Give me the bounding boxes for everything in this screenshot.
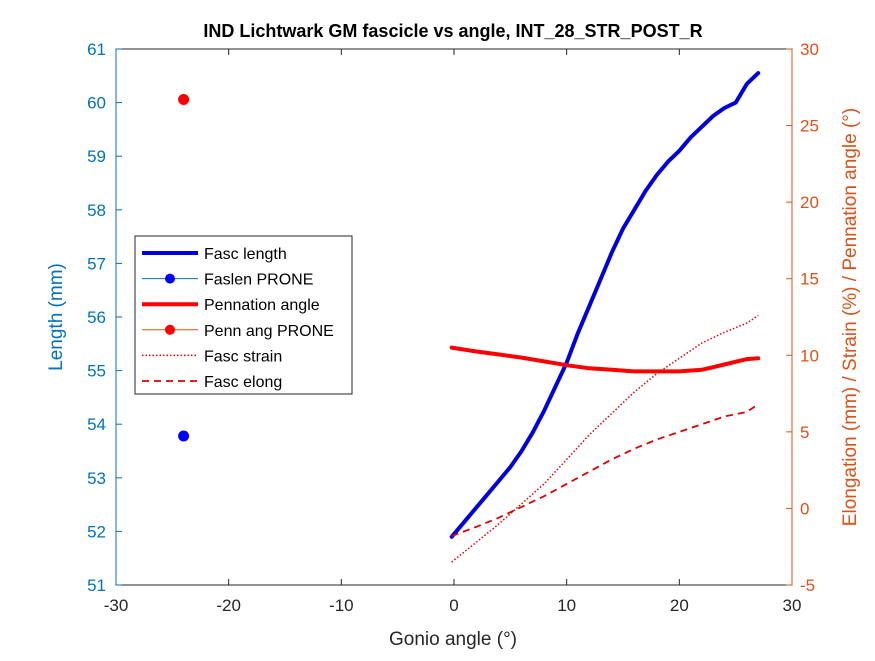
x-tick-label: -10 bbox=[329, 596, 354, 615]
faslen-prone-point bbox=[178, 430, 190, 442]
x-tick-label: -20 bbox=[216, 596, 241, 615]
right-y-tick-label: 5 bbox=[800, 423, 809, 442]
legend-label-faslen-prone: Faslen PRONE bbox=[204, 272, 313, 289]
legend-label-fasc-elong: Fasc elong bbox=[204, 374, 282, 391]
left-y-tick-label: 53 bbox=[87, 469, 106, 488]
legend-label-fasc-strain: Fasc strain bbox=[204, 348, 282, 365]
right-y-axis: -5 0 5 10 15 20 25 30 bbox=[786, 40, 819, 595]
legend-label-pennation-angle: Pennation angle bbox=[204, 297, 320, 314]
x-tick-label: 10 bbox=[557, 596, 576, 615]
legend-box bbox=[134, 235, 353, 395]
chart-title: IND Lichtwark GM fascicle vs angle, INT_… bbox=[203, 21, 702, 41]
left-y-tick-label: 51 bbox=[87, 576, 106, 595]
right-y-axis-label: Elongation (mm) / Strain (%) / Pennation… bbox=[840, 108, 861, 526]
right-y-tick-label: 15 bbox=[800, 270, 819, 289]
right-y-tick-label: 0 bbox=[800, 499, 809, 518]
left-y-tick-label: 60 bbox=[87, 94, 106, 113]
x-tick-label: 0 bbox=[449, 596, 458, 615]
legend: Fasc length Faslen PRONE Pennation angle Pe… bbox=[134, 235, 353, 395]
legend-label-penn-ang-prone: Penn ang PRONE bbox=[204, 323, 334, 340]
fasc-length-line bbox=[449, 71, 761, 539]
left-y-axis-label: Length (mm) bbox=[46, 263, 67, 371]
x-axis: -30 -20 -10 0 10 20 30 bbox=[104, 49, 802, 615]
left-y-tick-label: 61 bbox=[87, 40, 106, 59]
pennation-angle-line bbox=[449, 345, 761, 374]
right-y-tick-label: 20 bbox=[800, 193, 819, 212]
fasc-strain-line bbox=[451, 314, 759, 563]
right-y-tick-label: -5 bbox=[800, 576, 815, 595]
x-axis-label: Gonio angle (°) bbox=[389, 629, 517, 650]
x-tick-label: 30 bbox=[783, 596, 802, 615]
plot-area bbox=[178, 71, 761, 563]
right-y-tick-label: 30 bbox=[800, 40, 819, 59]
x-tick-label: 20 bbox=[670, 596, 689, 615]
legend-marker-penn-ang-prone bbox=[165, 324, 175, 335]
legend-marker-faslen-prone bbox=[165, 273, 175, 284]
left-y-tick-label: 59 bbox=[87, 147, 106, 166]
left-y-tick-label: 54 bbox=[87, 415, 106, 434]
left-y-tick-label: 52 bbox=[87, 522, 106, 541]
right-y-tick-label: 10 bbox=[800, 346, 819, 365]
penn-ang-prone-point bbox=[178, 94, 190, 106]
legend-label-fasc-length: Fasc length bbox=[204, 246, 287, 263]
left-y-tick-label: 57 bbox=[87, 254, 106, 273]
x-tick-label: -30 bbox=[104, 596, 129, 615]
left-y-tick-label: 56 bbox=[87, 308, 106, 327]
fasc-elong-line bbox=[451, 403, 759, 537]
right-y-tick-label: 25 bbox=[800, 117, 819, 136]
left-y-tick-label: 58 bbox=[87, 201, 106, 220]
left-y-axis: 51 52 53 54 55 56 57 58 59 60 61 bbox=[87, 40, 122, 595]
left-y-tick-label: 55 bbox=[87, 362, 106, 381]
